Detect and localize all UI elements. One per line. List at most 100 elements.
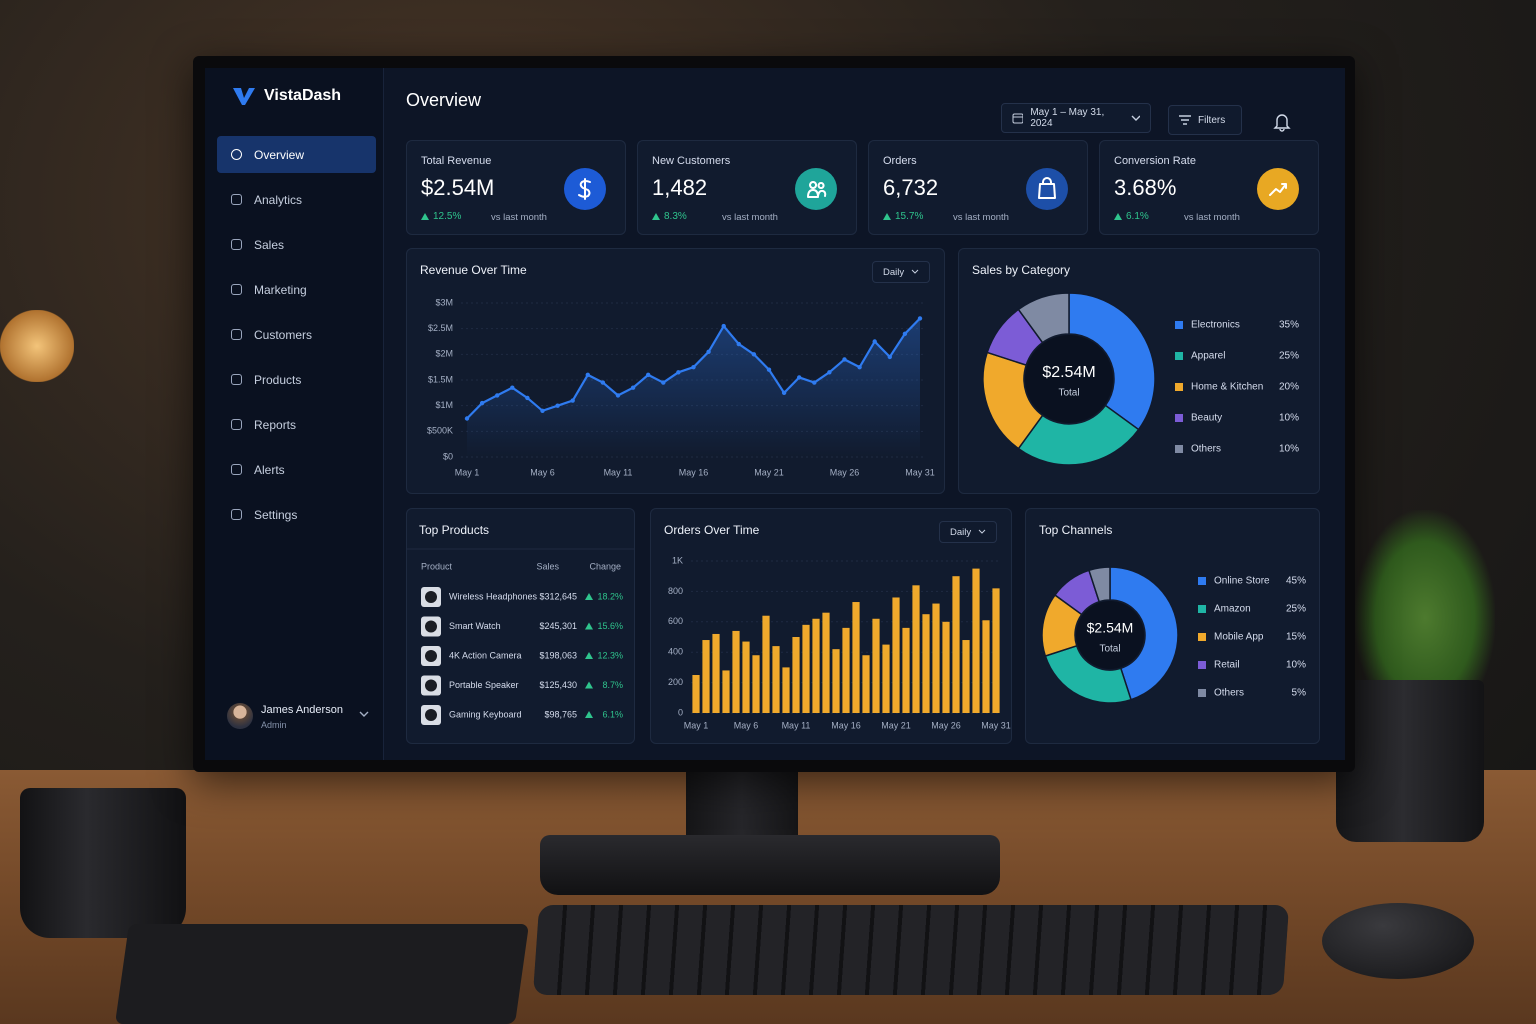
period-label: Daily	[883, 266, 905, 278]
legend-swatch	[1175, 321, 1183, 329]
bar	[692, 675, 700, 713]
line-point	[676, 370, 681, 375]
y-tick-label: 600	[668, 616, 683, 626]
donut-segment	[1068, 292, 1156, 431]
legend-value: 10%	[1286, 660, 1306, 671]
icon-glyph	[1269, 183, 1287, 196]
table-card: Top Products Product Sales Change Wireless H…	[406, 508, 635, 744]
x-tick-label: May 11	[782, 720, 811, 730]
line-point	[751, 352, 757, 357]
nav-item[interactable]: Customers	[217, 316, 376, 353]
nav-item[interactable]: Analytics	[217, 181, 376, 218]
legend-value: 45%	[1286, 576, 1306, 587]
legend-value: 35%	[1279, 320, 1299, 331]
product-thumb-icon	[425, 591, 437, 603]
product-thumb-icon	[425, 620, 437, 633]
bar	[912, 585, 920, 713]
line-point	[721, 323, 726, 329]
period-dropdown[interactable]: Daily	[939, 521, 997, 543]
chart: Orders Over Time 0 200 400 600 800 1K May 1 May …	[664, 523, 1011, 730]
legend-swatch	[1198, 605, 1206, 613]
line-point	[479, 400, 485, 406]
bar	[872, 618, 880, 713]
kpi-change-value: 6.1%	[1126, 211, 1149, 222]
x-tick-label: May 26	[830, 467, 860, 477]
chart: Revenue Over Time $0 $500K $1M $1.5M $2M $2.5M…	[420, 263, 935, 477]
line-point	[630, 385, 636, 390]
kpi-note: vs last month	[1184, 212, 1240, 223]
chart-card: Orders Over Time 0 200 400 600 800 1K May 1 May …	[650, 508, 1012, 744]
line-point	[495, 393, 500, 398]
kpi-icon	[1026, 168, 1068, 210]
legend-value: 20%	[1279, 382, 1299, 393]
icon-glyph	[1038, 177, 1056, 199]
brand[interactable]: VistaDash	[232, 86, 341, 106]
table-header: Sales	[536, 561, 559, 571]
nav-label: Analytics	[254, 192, 303, 207]
chart-card: Top Channels $2.54M Total Online Store 45% Am…	[1025, 508, 1320, 744]
nav-item[interactable]: Settings	[217, 496, 376, 533]
x-tick-label: May 16	[679, 467, 709, 477]
bar	[852, 602, 860, 713]
kpi-card: New Customers 1,482 8.3% vs last month	[637, 140, 857, 235]
nav-item[interactable]: Alerts	[217, 451, 376, 488]
legend-swatch	[1175, 445, 1183, 453]
kpi-change: 15.7%	[883, 211, 923, 222]
chevron	[911, 269, 919, 274]
line-point	[600, 380, 606, 385]
filters-button[interactable]: Filters	[1168, 105, 1242, 135]
product-thumb-icon	[425, 650, 437, 662]
bar	[702, 640, 710, 713]
legend-label: Mobile App	[1214, 632, 1264, 643]
up-arrow	[421, 213, 429, 220]
chart: Top Channels $2.54M Total Online Store 45% Am…	[1039, 523, 1306, 704]
nav-icon	[231, 239, 242, 250]
chevron-path	[978, 529, 986, 534]
product-change: 6.1%	[602, 709, 623, 719]
x-tick-label: May 1	[684, 720, 709, 730]
bar	[892, 597, 900, 713]
notification-bell[interactable]	[1273, 112, 1291, 132]
legend-value: 10%	[1279, 444, 1299, 455]
legend-label: Apparel	[1191, 351, 1225, 362]
up-arrow	[585, 711, 593, 718]
product-name: Smart Watch	[449, 621, 501, 631]
nav-item[interactable]: Marketing	[217, 271, 376, 308]
date-picker[interactable]: May 1 – May 31, 2024	[1001, 103, 1151, 133]
donut-center-value: $2.54M	[1087, 620, 1134, 636]
nav-item[interactable]: Reports	[217, 406, 376, 443]
nav-icon	[231, 419, 242, 430]
x-tick-label: May 11	[604, 467, 633, 477]
brand-name: VistaDash	[264, 87, 342, 104]
product-name: Gaming Keyboard	[449, 709, 522, 719]
bar	[782, 667, 790, 713]
brand-logo	[233, 88, 255, 105]
user-menu[interactable]: James Anderson Admin	[227, 700, 377, 736]
line-point	[510, 385, 515, 390]
nav-item[interactable]: Overview	[217, 136, 376, 173]
x-tick-label: May 31	[905, 467, 935, 477]
lamp	[0, 310, 74, 382]
kpi-change: 6.1%	[1114, 211, 1149, 222]
mouse	[1322, 903, 1474, 979]
table-header: Product	[421, 561, 453, 571]
nav-item[interactable]: Sales	[217, 226, 376, 263]
kpi-row: Total Revenue $2.54M 12.5% vs last month New…	[205, 68, 1345, 248]
kpi-card: Orders 6,732 15.7% vs last month	[868, 140, 1088, 235]
y-tick-label: 200	[668, 677, 683, 687]
up-arrow	[585, 652, 593, 659]
nav-label: Overview	[254, 147, 305, 162]
product-change: 8.7%	[602, 680, 623, 690]
legend-swatch	[1198, 577, 1206, 585]
icon-bg	[795, 168, 837, 210]
donut-center-label: Total	[1058, 388, 1079, 399]
nav-icon	[231, 284, 242, 295]
nav-item[interactable]: Products	[217, 361, 376, 398]
legend-label: Electronics	[1191, 320, 1240, 331]
line-point	[570, 398, 575, 403]
date-range: May 1 – May 31, 2024	[1030, 107, 1105, 129]
legend-label: Online Store	[1214, 576, 1270, 587]
product-sales: $125,430	[539, 680, 577, 690]
period-dropdown[interactable]: Daily	[872, 261, 930, 283]
avatar	[227, 703, 253, 729]
